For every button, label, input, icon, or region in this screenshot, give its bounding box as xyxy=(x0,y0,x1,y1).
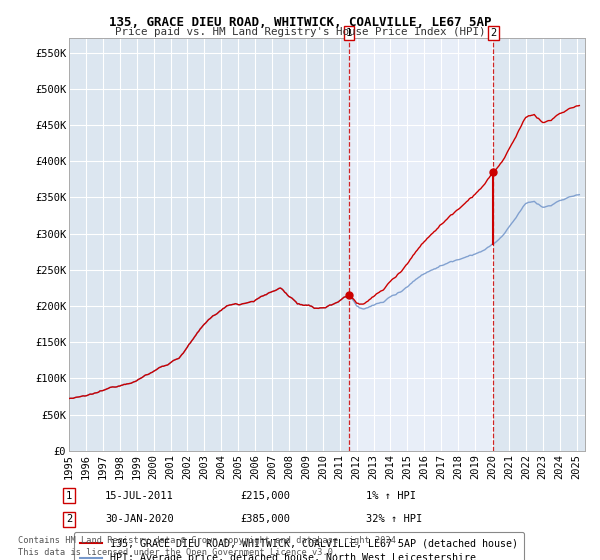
Text: 1: 1 xyxy=(346,28,352,38)
Text: 2: 2 xyxy=(66,514,72,524)
Text: £385,000: £385,000 xyxy=(240,514,290,524)
Text: 1% ↑ HPI: 1% ↑ HPI xyxy=(366,491,416,501)
Bar xyxy=(349,38,493,451)
Text: 32% ↑ HPI: 32% ↑ HPI xyxy=(366,514,422,524)
Text: 135, GRACE DIEU ROAD, WHITWICK, COALVILLE, LE67 5AP: 135, GRACE DIEU ROAD, WHITWICK, COALVILL… xyxy=(109,16,491,29)
Text: 1: 1 xyxy=(66,491,72,501)
Legend: 135, GRACE DIEU ROAD, WHITWICK, COALVILLE, LE67 5AP (detached house), HPI: Avera: 135, GRACE DIEU ROAD, WHITWICK, COALVILL… xyxy=(74,532,524,560)
Text: 2: 2 xyxy=(490,28,496,38)
Text: 30-JAN-2020: 30-JAN-2020 xyxy=(105,514,174,524)
Text: Price paid vs. HM Land Registry's House Price Index (HPI): Price paid vs. HM Land Registry's House … xyxy=(115,27,485,37)
Text: 15-JUL-2011: 15-JUL-2011 xyxy=(105,491,174,501)
Text: Contains HM Land Registry data © Crown copyright and database right 2024.
This d: Contains HM Land Registry data © Crown c… xyxy=(18,536,401,557)
Text: £215,000: £215,000 xyxy=(240,491,290,501)
